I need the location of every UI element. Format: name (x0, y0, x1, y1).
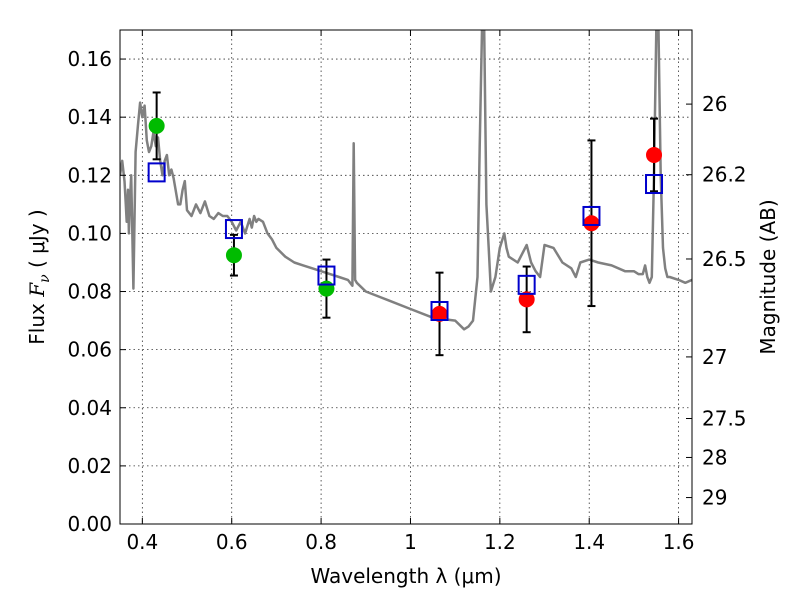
y-tick-label: 0.14 (67, 105, 112, 129)
data-point (318, 280, 335, 297)
y-tick-label: 0.08 (67, 280, 112, 304)
data-point (518, 291, 535, 308)
right-tick-label: 26.2 (702, 163, 747, 187)
x-tick-label: 0.8 (305, 530, 337, 554)
model-point (645, 174, 664, 195)
model-point (582, 205, 601, 226)
model-point (317, 265, 336, 286)
tick-labels: 0.4 0.6 0.8 1 1.2 1.4 1.6 0.00 0.02 0.04 0.06 0.08 0… (67, 47, 746, 554)
model-point (517, 274, 536, 295)
right-tick-label: 27 (702, 345, 727, 369)
right-tick-label: 26 (702, 92, 727, 116)
y-axis-label-post: ( μJy ) (25, 209, 49, 274)
right-tick-label: 26.5 (702, 247, 747, 271)
spectrum-line (120, 30, 692, 331)
model-point (224, 219, 243, 240)
data-point (646, 146, 663, 163)
axis-ticks (120, 30, 692, 525)
y-tick-label: 0.10 (67, 221, 112, 245)
y-tick-label: 0.16 (67, 47, 112, 71)
x-tick-label: 0.6 (216, 530, 248, 554)
x-axis-label: Wavelength λ (μm) (310, 564, 501, 588)
right-tick-label: 27.5 (702, 407, 747, 431)
right-tick-label: 29 (702, 486, 727, 510)
model-point (430, 300, 449, 321)
plot-frame (119, 29, 693, 525)
right-tick-label: 28 (702, 445, 727, 469)
right-y-axis-label: Magnitude (AB) (756, 199, 780, 354)
y-axis-label-var: F (25, 282, 49, 298)
y-tick-label: 0.06 (67, 338, 112, 362)
grid (120, 30, 692, 524)
data-point (583, 215, 600, 232)
y-tick-label: 0.02 (67, 454, 112, 478)
spectrum-series (120, 30, 692, 331)
x-tick-label: 1.2 (484, 530, 516, 554)
y-tick-label: 0.12 (67, 163, 112, 187)
x-tick-label: 1 (404, 530, 417, 554)
data-point (431, 305, 448, 322)
y-axis-label: Flux Fν ( μJy ) (25, 209, 53, 344)
model-point (147, 162, 166, 183)
data-markers (147, 117, 664, 322)
y-axis-label-sub: ν (37, 274, 53, 283)
y-tick-label: 0.04 (67, 396, 112, 420)
x-tick-label: 1.6 (663, 530, 695, 554)
x-tick-label: 1.4 (573, 530, 605, 554)
data-point (225, 247, 242, 264)
x-tick-label: 0.4 (126, 530, 158, 554)
error-bars (152, 91, 659, 357)
y-tick-label: 0.00 (67, 512, 112, 536)
y-axis-label-pre: Flux (25, 297, 49, 345)
data-point (148, 117, 165, 134)
